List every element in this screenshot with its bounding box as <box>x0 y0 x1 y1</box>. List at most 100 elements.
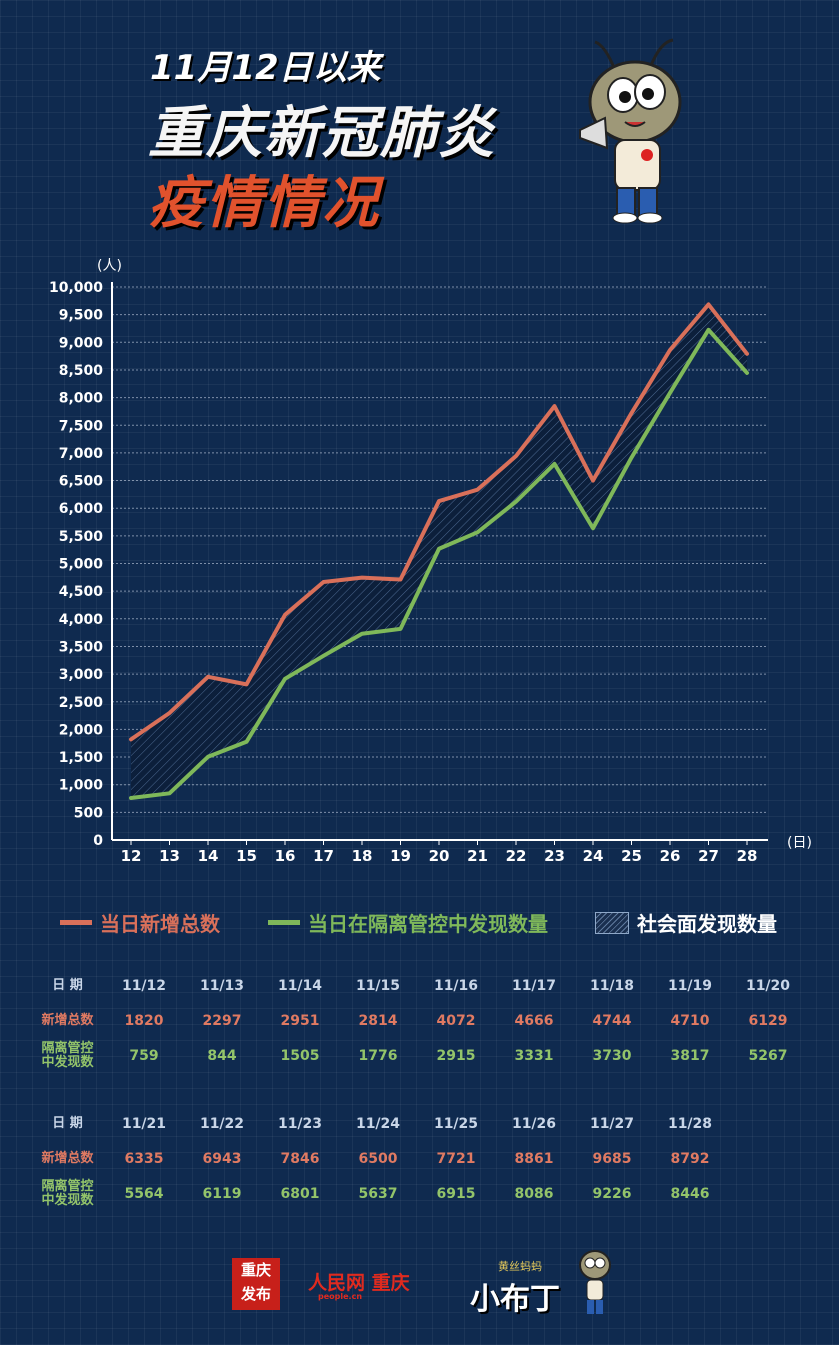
row-label-date: 日 期 <box>52 977 83 993</box>
data-point-isolated <box>129 796 133 800</box>
legend-label-community: 社会面发现数量 <box>637 912 777 936</box>
data-point-isolated <box>553 462 556 466</box>
y-tick-label: 3,000 <box>59 667 104 683</box>
date-cell: 11/16 <box>433 977 479 994</box>
data-point-total <box>668 348 672 352</box>
x-tick-label: 26 <box>660 847 681 865</box>
isolated-cell: 6119 <box>202 1185 242 1202</box>
legend-swatch-community <box>595 911 629 934</box>
title-line-3: 疫情情况 <box>148 171 380 236</box>
isolated-cell: 1505 <box>280 1047 320 1064</box>
data-point-isolated <box>707 328 710 332</box>
x-tick-label: 12 <box>121 847 142 865</box>
y-tick-label: 4,000 <box>59 612 104 628</box>
logo1-line1: 重庆 <box>240 1261 271 1279</box>
logo3-top: 黄丝蚂蚂 <box>498 1260 542 1273</box>
y-tick-label: 4,500 <box>59 584 104 600</box>
date-cell: 11/18 <box>589 977 635 994</box>
data-point-isolated <box>360 632 364 636</box>
data-point-isolated <box>591 526 595 530</box>
date-cell: 11/23 <box>277 1115 323 1132</box>
y-tick-label: 2,500 <box>59 695 104 711</box>
data-point-total <box>707 302 710 306</box>
y-tick-label: 6,500 <box>59 474 104 490</box>
date-cell: 11/14 <box>277 977 323 994</box>
data-point-total <box>476 488 479 492</box>
small-ant-mascot-icon <box>579 1250 611 1314</box>
isolated-cell: 5564 <box>124 1185 164 1202</box>
date-cell: 11/25 <box>433 1115 479 1132</box>
isolated-cell: 1776 <box>358 1047 398 1064</box>
chongqing-release-logo: 重庆 发布 <box>232 1258 280 1310</box>
data-point-total <box>206 675 210 679</box>
isolated-cell: 3817 <box>670 1047 710 1064</box>
legend-swatch-total <box>60 920 92 925</box>
y-tick-label: 2,000 <box>59 722 104 738</box>
data-point-isolated <box>745 371 749 375</box>
date-cell: 11/21 <box>121 1115 167 1132</box>
date-cell: 11/15 <box>355 977 401 994</box>
data-point-isolated <box>668 391 672 395</box>
row-label-date: 日 期 <box>52 1115 83 1131</box>
date-cell: 11/26 <box>511 1115 557 1132</box>
y-tick-label: 9,500 <box>59 308 104 324</box>
x-tick-label: 14 <box>198 847 219 865</box>
row-label-isolated-2: 中发现数 <box>41 1054 94 1070</box>
footer-logos: 重庆 发布 人民网 重庆 people.cn 黄丝蚂蚂 小布丁 <box>0 1240 839 1330</box>
x-tick-label: 22 <box>506 847 527 865</box>
y-tick-label: 10,000 <box>49 280 103 296</box>
legend-swatch-isolated <box>268 920 300 925</box>
row-label-isolated-1: 隔离管控 <box>41 1040 94 1056</box>
title-line-1: 11月12日以来 <box>150 48 381 88</box>
line-chart: 0 500 1,000 1,500 2,000 2,500 3,000 3,500 4,000 4… <box>49 258 812 865</box>
data-point-isolated <box>283 677 287 681</box>
total-cell: 9685 <box>592 1150 632 1167</box>
total-cell: 6129 <box>748 1012 788 1029</box>
y-tick-label: 8,000 <box>59 391 104 407</box>
table-row-dates: 日 期 11/21 11/22 11/23 11/24 11/25 11/26 … <box>30 1106 729 1141</box>
row-label-isolated-2: 中发现数 <box>41 1192 94 1208</box>
logo2-main: 人民网 重庆 <box>308 1272 410 1294</box>
data-point-total <box>745 352 749 356</box>
data-point-total <box>437 499 441 503</box>
data-table-block-2: 日 期 11/21 11/22 11/23 11/24 11/25 11/26 … <box>30 1106 729 1211</box>
y-tick-label: 6,000 <box>59 501 104 517</box>
community-area <box>131 304 747 799</box>
data-point-isolated <box>206 755 210 759</box>
y-tick-label: 5,000 <box>59 557 104 573</box>
isolated-cell: 8086 <box>514 1185 554 1202</box>
x-tick-label: 28 <box>737 847 758 865</box>
y-tick-label: 8,500 <box>59 363 104 379</box>
x-tick-label: 18 <box>352 847 373 865</box>
total-cell: 7721 <box>436 1150 476 1167</box>
isolated-cell: 844 <box>207 1047 237 1064</box>
data-point-total <box>553 404 556 408</box>
x-tick-label: 17 <box>313 847 334 865</box>
logo2-sub: people.cn <box>318 1292 363 1301</box>
data-point-total <box>514 454 518 458</box>
y-tick-label: 1,500 <box>59 750 104 766</box>
row-label-isolated-1: 隔离管控 <box>41 1178 94 1194</box>
y-tick-label: 7,500 <box>59 418 104 434</box>
data-point-total <box>168 711 171 715</box>
x-tick-label: 25 <box>621 847 642 865</box>
isolated-cell: 8446 <box>670 1185 710 1202</box>
data-point-isolated <box>514 500 518 504</box>
y-tick-label: 500 <box>74 805 103 821</box>
total-cell: 4744 <box>592 1012 632 1029</box>
total-cell: 4710 <box>670 1012 710 1029</box>
total-cell: 8792 <box>670 1150 710 1167</box>
x-tick-label: 19 <box>390 847 411 865</box>
table-row-dates: 日 期 11/12 11/13 11/14 11/15 11/16 11/17 … <box>30 968 807 1003</box>
isolated-cell: 2915 <box>436 1047 476 1064</box>
logo3-main: 小布丁 <box>470 1282 560 1317</box>
row-label-isolated: 隔离管控 中发现数 <box>30 1176 105 1211</box>
y-tick-label: 9,000 <box>59 335 104 351</box>
data-point-isolated <box>630 456 633 460</box>
data-point-isolated <box>437 547 441 551</box>
y-tick-label: 7,000 <box>59 446 104 462</box>
x-tick-label: 27 <box>698 847 719 865</box>
row-label-isolated: 隔离管控 中发现数 <box>30 1038 105 1073</box>
y-tick-label: 1,000 <box>59 778 104 794</box>
